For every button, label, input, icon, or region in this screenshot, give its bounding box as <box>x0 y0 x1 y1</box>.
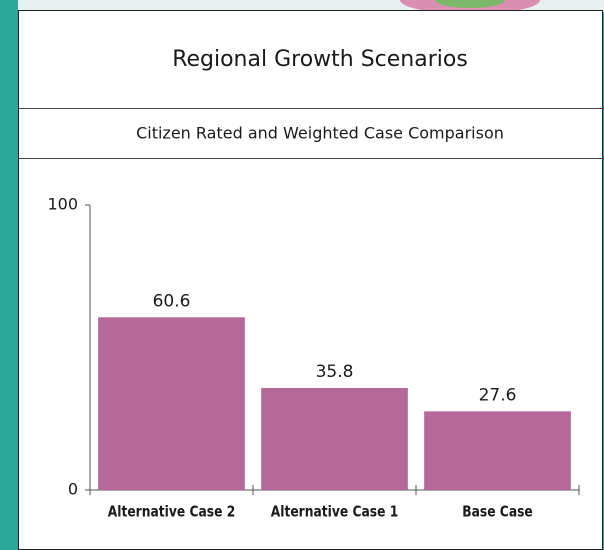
bar <box>261 388 408 490</box>
side-strip <box>0 0 18 550</box>
value-label: 60.6 <box>153 291 191 311</box>
bar <box>98 317 245 490</box>
bar <box>424 411 571 490</box>
y-tick-label: 100 <box>47 195 78 214</box>
value-label: 27.6 <box>479 385 517 405</box>
page: {"chart_data": {"type": "bar", "title": … <box>0 0 604 550</box>
x-tick-label: Alternative Case 2 <box>108 503 236 520</box>
value-label: 35.8 <box>316 362 354 382</box>
chart-title: Regional Growth Scenarios <box>172 47 468 72</box>
chart: Regional Growth Scenarios Citizen Rated … <box>0 0 604 550</box>
x-tick-label: Alternative Case 1 <box>271 503 399 520</box>
chart-subtitle: Citizen Rated and Weighted Case Comparis… <box>136 124 504 143</box>
y-tick-label: 0 <box>68 480 78 499</box>
x-tick-label: Base Case <box>462 503 533 520</box>
